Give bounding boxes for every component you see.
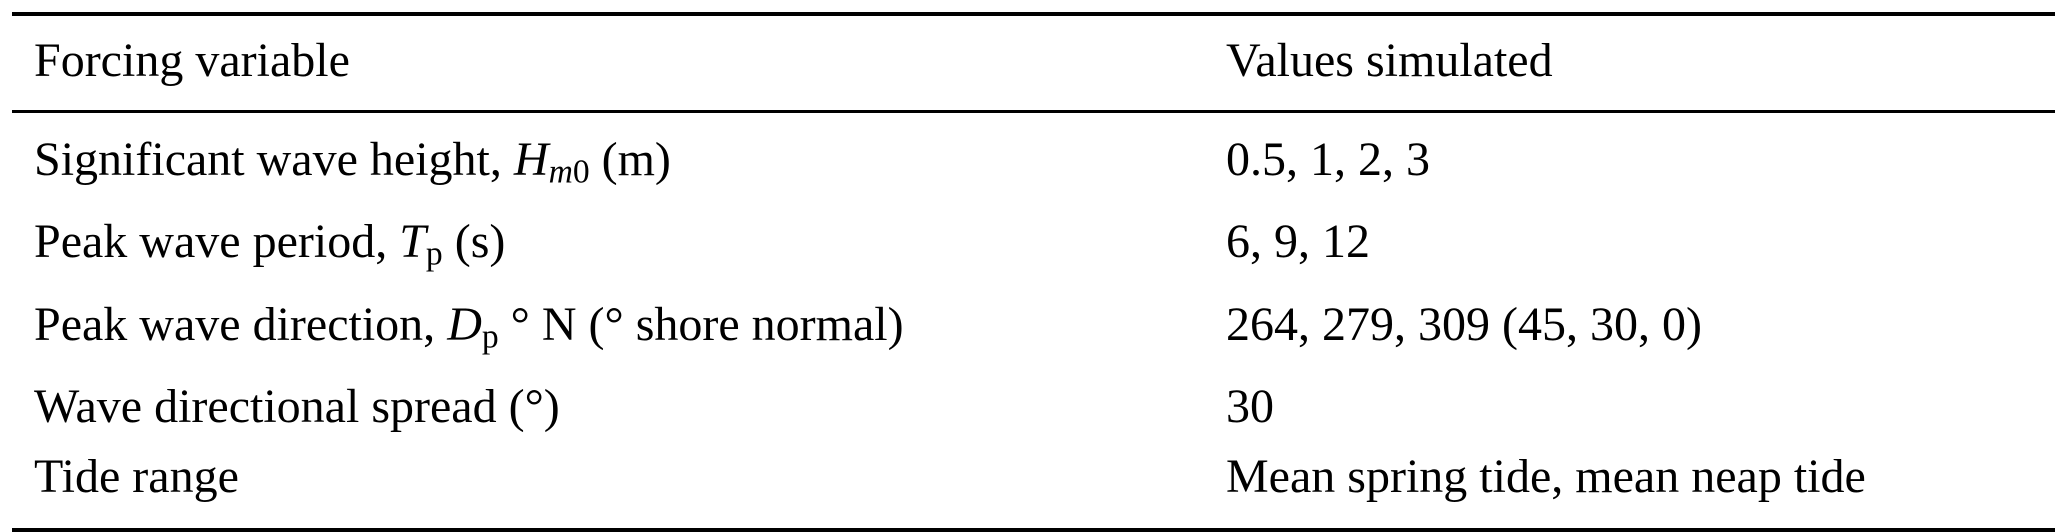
table-body: Significant wave height, Hm0 (m) 0.5, 1, …: [0, 113, 2067, 528]
text-segment: 0: [572, 153, 590, 191]
forcing-variable-cell: Wave directional spread (°): [34, 372, 1226, 442]
table-row: Peak wave direction, Dp ° N (° shore nor…: [0, 290, 2067, 372]
text-segment: ° N (° shore normal): [498, 297, 904, 351]
text-segment: Peak wave period,: [34, 215, 400, 269]
table-row: Tide range Mean spring tide, mean neap ti…: [0, 442, 2067, 512]
text-segment: D: [447, 297, 482, 351]
table-top-rule: [12, 12, 2055, 16]
text-segment: H: [513, 133, 549, 186]
text-segment: (s): [442, 215, 506, 269]
forcing-variable-cell: Peak wave direction, Dp ° N (° shore nor…: [34, 290, 1226, 372]
text-segment: T: [399, 215, 426, 269]
column-header-forcing-variable: Forcing variable: [34, 34, 350, 87]
text-segment: p: [425, 235, 443, 273]
table-mid-rule: [12, 110, 2055, 113]
text-segment: Tide range: [34, 450, 239, 504]
forcing-variable-cell: Tide range: [34, 442, 1226, 512]
values-simulated-cell: Mean spring tide, mean neap tide: [1226, 450, 1866, 504]
text-segment: p: [481, 318, 499, 356]
text-segment: (m): [589, 133, 671, 186]
table-bottom-rule: [12, 528, 2055, 532]
text-segment: m: [548, 153, 573, 191]
table-row: Significant wave height, Hm0 (m) 0.5, 1, …: [0, 125, 2067, 207]
text-segment: Peak wave direction,: [34, 297, 448, 351]
text-segment: Wave directional spread (°): [34, 380, 560, 434]
values-simulated-cell: 0.5, 1, 2, 3: [1226, 133, 1430, 186]
column-header-values-simulated: Values simulated: [1226, 34, 1553, 87]
forcing-variable-cell: Significant wave height, Hm0 (m): [34, 125, 1226, 207]
table-row: Peak wave period, Tp (s) 6, 9, 12: [0, 207, 2067, 289]
table-header-row: Forcing variable Values simulated: [0, 16, 2067, 110]
table-row: Wave directional spread (°) 30: [0, 372, 2067, 442]
text-segment: Significant wave height,: [34, 133, 514, 186]
values-simulated-cell: 30: [1226, 380, 1274, 434]
forcing-variable-cell: Peak wave period, Tp (s): [34, 207, 1226, 289]
values-simulated-cell: 264, 279, 309 (45, 30, 0): [1226, 297, 1702, 351]
values-simulated-cell: 6, 9, 12: [1226, 215, 1370, 269]
